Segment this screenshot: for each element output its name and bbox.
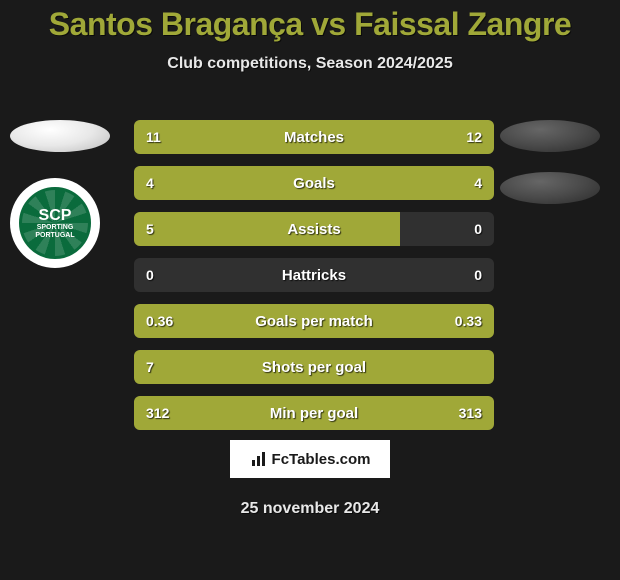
badge-line1: SCP <box>35 207 74 225</box>
brand-text: FcTables.com <box>272 451 371 468</box>
brand-box: FcTables.com <box>230 440 390 478</box>
bar-label: Hattricks <box>134 258 494 292</box>
team-badge-right <box>500 172 600 204</box>
stat-row: 50Assists <box>134 212 494 246</box>
stat-row: 0.360.33Goals per match <box>134 304 494 338</box>
stat-row: 1112Matches <box>134 120 494 154</box>
page-title: Santos Bragança vs Faissal Zangre <box>0 0 620 43</box>
bar-left-fill <box>134 120 303 154</box>
stat-row: 0 0Hattricks <box>134 258 494 292</box>
stat-row: 7Shots per goal <box>134 350 494 384</box>
bar-left-fill <box>134 212 400 246</box>
bar-right-fill <box>321 304 494 338</box>
chart-icon <box>250 450 268 468</box>
bar-left-fill <box>134 350 494 384</box>
subtitle: Club competitions, Season 2024/2025 <box>0 55 620 73</box>
date-text: 25 november 2024 <box>241 500 380 518</box>
badge-line2: SPORTING <box>35 224 74 232</box>
bar-right-fill <box>303 120 494 154</box>
player-right-avatar <box>500 120 600 152</box>
bar-right-fill <box>314 396 494 430</box>
stat-row: 44Goals <box>134 166 494 200</box>
bar-right-value: 0 <box>462 212 494 246</box>
bar-left-value: 0 <box>134 258 166 292</box>
team-badge-left: SCP SPORTING PORTUGAL <box>10 178 100 268</box>
bar-left-fill <box>134 304 321 338</box>
bar-right-value: 0 <box>462 258 494 292</box>
player-left-avatar <box>10 120 110 152</box>
bar-right-fill <box>314 166 494 200</box>
bar-left-fill <box>134 166 314 200</box>
bar-left-fill <box>134 396 314 430</box>
stats-bars-container: 1112Matches44Goals50Assists00Hattricks0.… <box>134 120 494 442</box>
badge-line3: PORTUGAL <box>35 232 74 240</box>
stat-row: 312313Min per goal <box>134 396 494 430</box>
